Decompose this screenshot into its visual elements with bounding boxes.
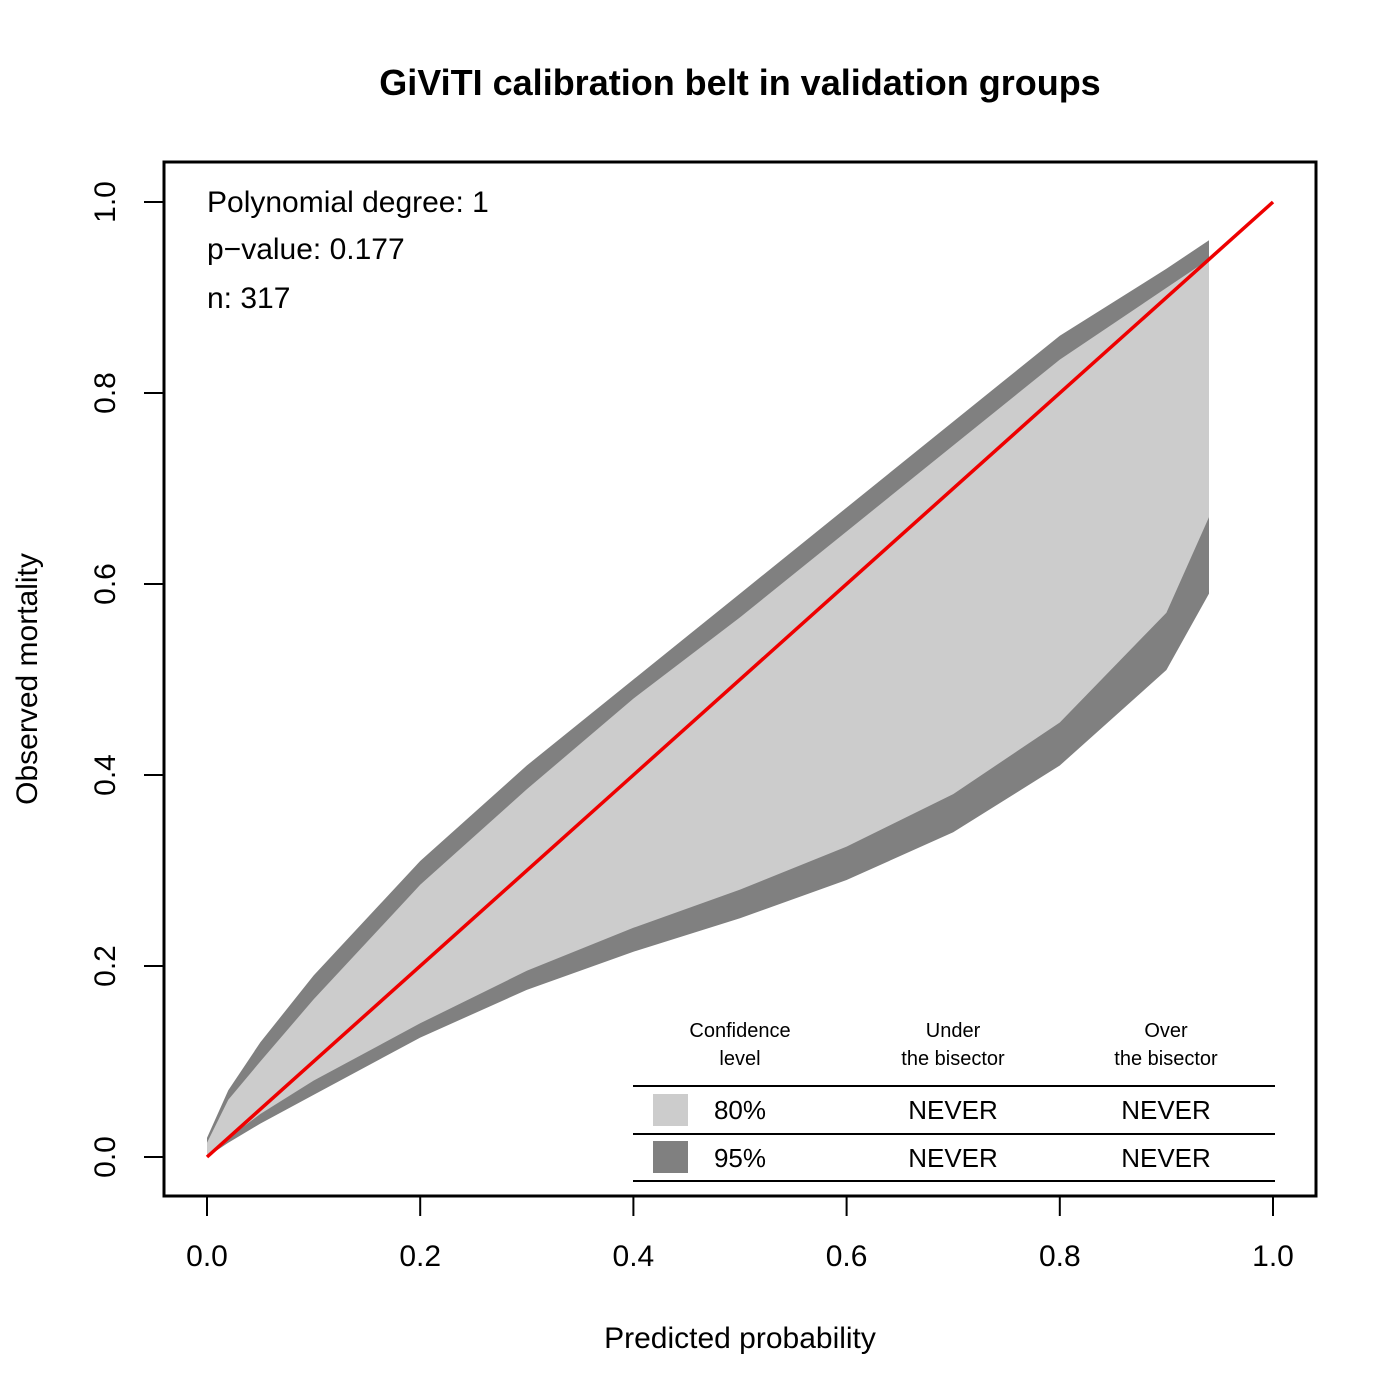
legend-header-over-line2: the bisector xyxy=(1114,1048,1218,1070)
annotation-block: Polynomial degree: 1 p−value: 0.177 n: 3… xyxy=(207,186,489,315)
y-tick-label: 0.2 xyxy=(89,945,122,987)
legend-header-under-line2: the bisector xyxy=(901,1048,1005,1070)
x-tick-label: 1.0 xyxy=(1252,1240,1294,1273)
legend-header-level-line2: level xyxy=(719,1048,760,1070)
annotation-p-value: p−value: 0.177 xyxy=(207,233,405,266)
bisector-line xyxy=(205,200,1275,1159)
y-axis-label: Observed mortality xyxy=(11,553,44,805)
x-axis-label: Predicted probability xyxy=(604,1322,876,1355)
legend-over-95: NEVER xyxy=(1121,1143,1211,1173)
annotation-n: n: 317 xyxy=(207,282,290,315)
y-axis: 0.0 0.2 0.4 0.6 0.8 1.0 xyxy=(89,181,165,1178)
x-tick-label: 0.8 xyxy=(1039,1240,1081,1273)
x-axis: 0.0 0.2 0.4 0.6 0.8 1.0 xyxy=(186,1195,1294,1273)
y-tick-label: 1.0 xyxy=(89,181,122,223)
y-tick-label: 0.4 xyxy=(89,754,122,796)
legend-header-under-line1: Under xyxy=(926,1020,981,1042)
x-tick-label: 0.4 xyxy=(613,1240,655,1273)
legend-header-over-line1: Over xyxy=(1144,1020,1188,1042)
x-tick-label: 0.0 xyxy=(186,1240,228,1273)
chart-title: GiViTI calibration belt in validation gr… xyxy=(379,62,1100,103)
x-tick-label: 0.2 xyxy=(399,1240,441,1273)
bisector-layer xyxy=(205,200,1275,1159)
legend-table: Confidence level Under the bisector Over… xyxy=(633,1020,1275,1182)
legend-level-95: 95% xyxy=(714,1143,766,1173)
legend-under-80: NEVER xyxy=(908,1095,998,1125)
y-tick-label: 0.6 xyxy=(89,563,122,605)
legend-header-level-line1: Confidence xyxy=(689,1020,790,1042)
y-tick-label: 0.8 xyxy=(89,372,122,414)
annotation-polynomial-degree: Polynomial degree: 1 xyxy=(207,186,489,219)
legend-swatch-95 xyxy=(653,1141,688,1173)
legend-under-95: NEVER xyxy=(908,1143,998,1173)
legend-over-80: NEVER xyxy=(1121,1095,1211,1125)
legend-level-80: 80% xyxy=(714,1095,766,1125)
legend-swatch-80 xyxy=(653,1094,688,1126)
x-tick-label: 0.6 xyxy=(826,1240,868,1273)
y-tick-label: 0.0 xyxy=(89,1136,122,1178)
